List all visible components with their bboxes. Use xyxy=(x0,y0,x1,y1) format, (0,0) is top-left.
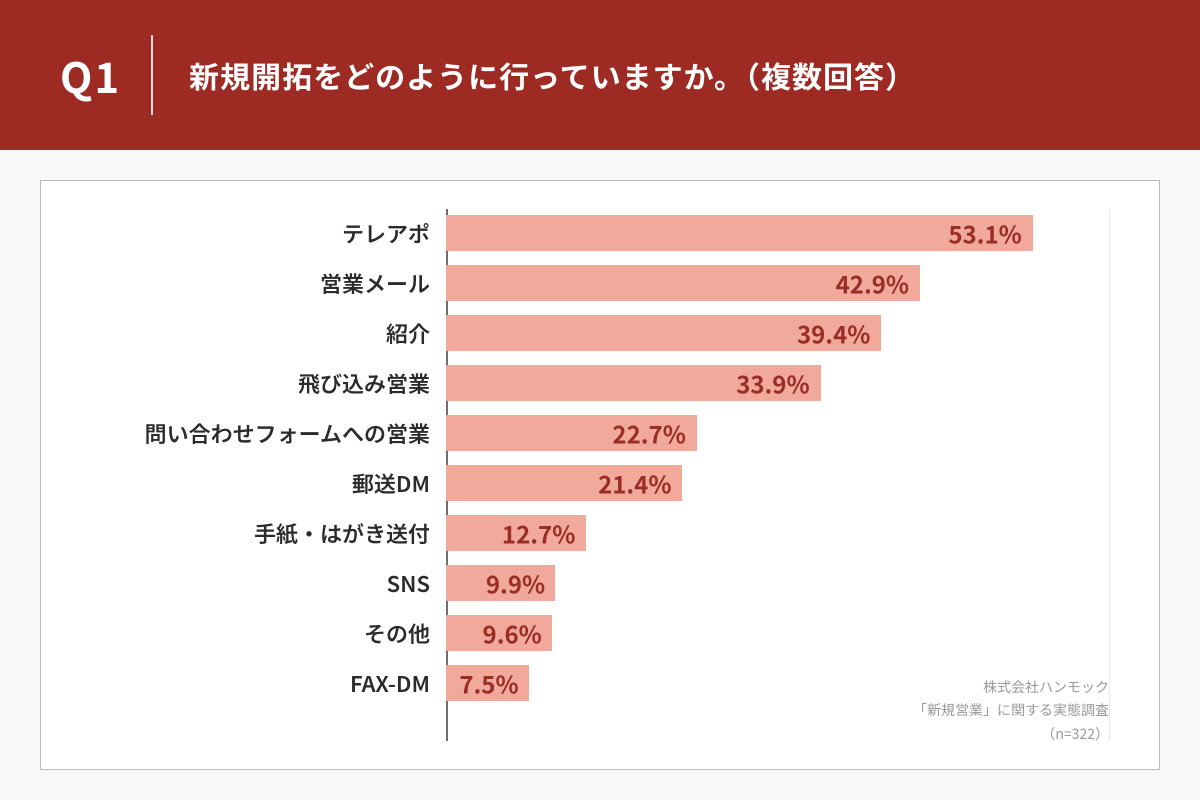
bar-wrap: 33.9% xyxy=(446,365,1109,401)
category-label: 飛び込み営業 xyxy=(91,367,446,399)
value-label: 22.7% xyxy=(612,416,685,451)
footnote-line: （n=322） xyxy=(913,723,1109,747)
bar-wrap: 22.7% xyxy=(446,415,1109,451)
category-label: 問い合わせフォームへの営業 xyxy=(91,417,446,449)
bar-wrap: 39.4% xyxy=(446,315,1109,351)
value-label: 42.9% xyxy=(836,266,909,301)
value-label: 39.4% xyxy=(797,316,870,351)
footnote-line: 株式会社ハンモック xyxy=(913,676,1109,700)
value-label: 12.7% xyxy=(502,516,575,551)
chart-row: 飛び込み営業 33.9% xyxy=(91,365,1109,401)
chart-body: テレアポ 53.1% 営業メール 42.9% 紹介 39.4% 飛び込み営業 33.9% 問い合… xyxy=(0,150,1200,800)
chart-row: テレアポ 53.1% xyxy=(91,215,1109,251)
horizontal-bar-chart: テレアポ 53.1% 営業メール 42.9% 紹介 39.4% 飛び込み営業 33.9% 問い合… xyxy=(91,215,1109,735)
header-divider xyxy=(151,35,153,115)
value-label: 21.4% xyxy=(598,466,671,501)
category-label: その他 xyxy=(91,617,446,649)
category-label: FAX-DM xyxy=(91,667,446,699)
page: Q1 新規開拓をどのように行っていますか。（複数回答） テレアポ 53.1% 営業メ… xyxy=(0,0,1200,800)
bar-wrap: 21.4% xyxy=(446,465,1109,501)
value-label: 9.9% xyxy=(486,566,545,601)
chart-row: 紹介 39.4% xyxy=(91,315,1109,351)
category-label: 手紙・はがき送付 xyxy=(91,517,446,549)
category-label: 営業メール xyxy=(91,267,446,299)
chart-row: その他 9.6% xyxy=(91,615,1109,651)
category-label: 紹介 xyxy=(91,317,446,349)
category-label: テレアポ xyxy=(91,217,446,249)
chart-row: 問い合わせフォームへの営業 22.7% xyxy=(91,415,1109,451)
chart-footnote: 株式会社ハンモック「新規営業」に関する実態調査（n=322） xyxy=(913,676,1109,747)
bar-wrap: 9.6% xyxy=(446,615,1109,651)
question-number: Q1 xyxy=(60,45,121,106)
chart-row: SNS 9.9% xyxy=(91,565,1109,601)
value-label: 53.1% xyxy=(948,216,1021,251)
value-label: 33.9% xyxy=(736,366,809,401)
bar-wrap: 53.1% xyxy=(446,215,1109,251)
chart-panel: テレアポ 53.1% 営業メール 42.9% 紹介 39.4% 飛び込み営業 33.9% 問い合… xyxy=(40,180,1160,770)
category-label: 郵送DM xyxy=(91,467,446,499)
value-label: 7.5% xyxy=(459,666,518,701)
bar xyxy=(446,215,1033,251)
value-label: 9.6% xyxy=(483,616,542,651)
category-label: SNS xyxy=(91,567,446,599)
question-title: 新規開拓をどのように行っていますか。（複数回答） xyxy=(189,53,916,97)
question-header: Q1 新規開拓をどのように行っていますか。（複数回答） xyxy=(0,0,1200,150)
bar-wrap: 9.9% xyxy=(446,565,1109,601)
chart-row: 郵送DM 21.4% xyxy=(91,465,1109,501)
chart-row: 営業メール 42.9% xyxy=(91,265,1109,301)
bar-wrap: 42.9% xyxy=(446,265,1109,301)
footnote-line: 「新規営業」に関する実態調査 xyxy=(913,699,1109,723)
gridline xyxy=(1109,209,1110,741)
bar-wrap: 12.7% xyxy=(446,515,1109,551)
chart-row: 手紙・はがき送付 12.7% xyxy=(91,515,1109,551)
